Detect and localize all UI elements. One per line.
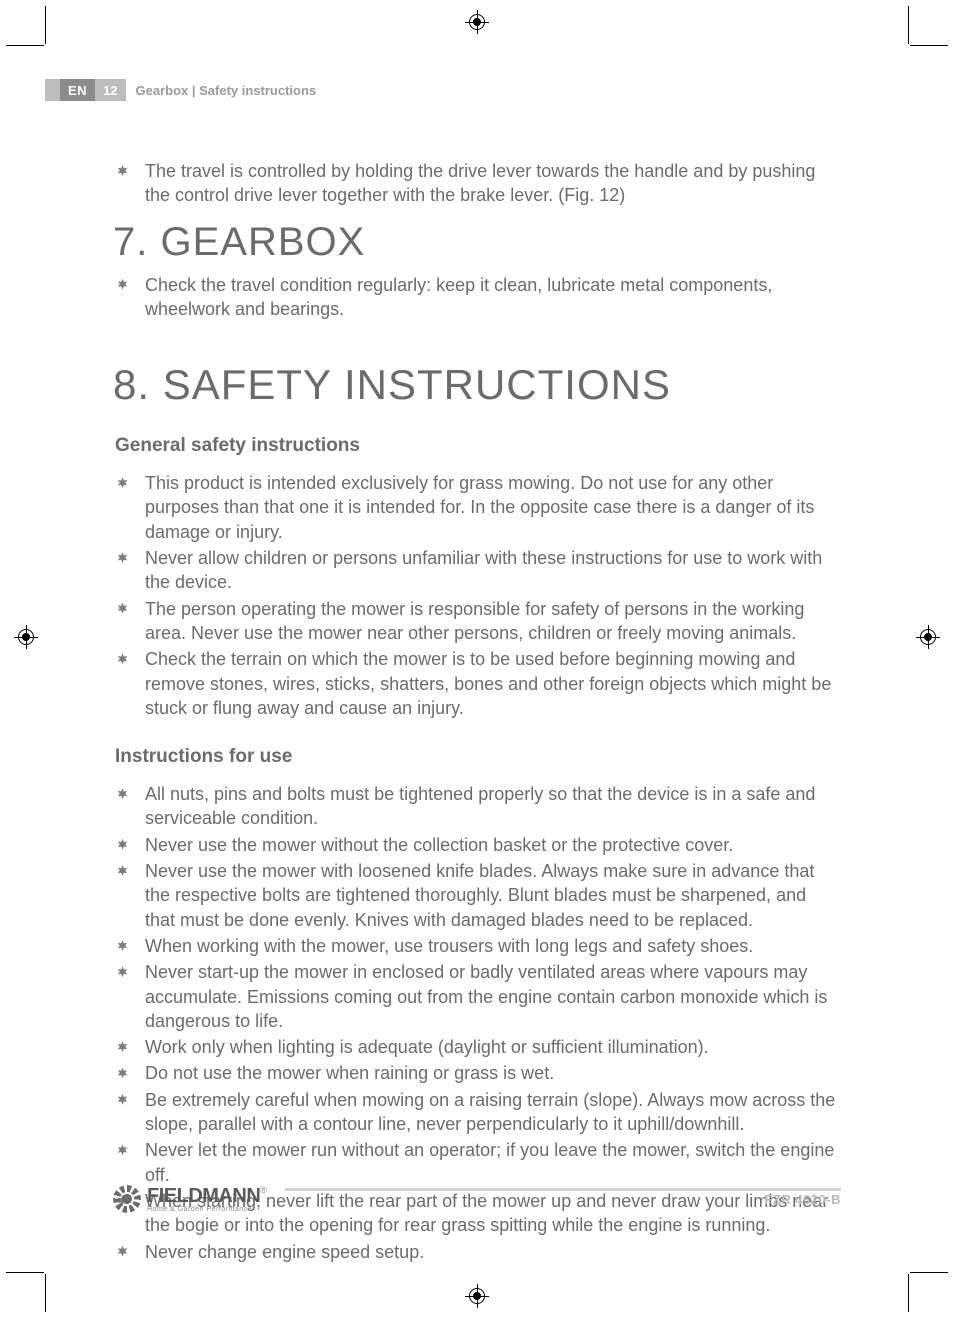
list-item: Never use the mower with loosened knife … bbox=[145, 859, 839, 932]
list-item: Never use the mower without the collecti… bbox=[145, 833, 839, 857]
section-heading: 7. GEARBOX bbox=[113, 220, 839, 265]
page-meta: EN 12 Gearbox | Safety instructions bbox=[45, 79, 839, 101]
list-item: Never change engine speed setup. bbox=[145, 1240, 839, 1264]
section-label: Gearbox | Safety instructions bbox=[126, 79, 327, 101]
brand-reg: ® bbox=[260, 1185, 267, 1195]
brand-logo: FIELDMANN® Home & Garden Performance bbox=[113, 1185, 267, 1213]
list-item: The travel is controlled by holding the … bbox=[145, 159, 839, 208]
list-item: All nuts, pins and bolts must be tighten… bbox=[145, 782, 839, 831]
registration-mark-right bbox=[916, 625, 940, 649]
model-number: FZR 4620-B bbox=[764, 1192, 841, 1207]
brand-tagline: Home & Garden Performance bbox=[147, 1206, 267, 1213]
brand-mark-icon bbox=[113, 1185, 141, 1213]
list-item: Never allow children or persons unfamili… bbox=[145, 546, 839, 595]
list-item: Be extremely careful when mowing on a ra… bbox=[145, 1088, 839, 1137]
list-item: Never let the mower run without an opera… bbox=[145, 1138, 839, 1187]
list-item: When working with the mower, use trouser… bbox=[145, 934, 839, 958]
page-container: EN 12 Gearbox | Safety instructions The … bbox=[45, 45, 909, 1273]
list-item: Do not use the mower when raining or gra… bbox=[145, 1061, 839, 1085]
list-item: This product is intended exclusively for… bbox=[145, 471, 839, 544]
list-item: Work only when lighting is adequate (day… bbox=[145, 1035, 839, 1059]
list-item: Check the travel condition regularly: ke… bbox=[145, 273, 839, 322]
list-item: Never start-up the mower in enclosed or … bbox=[145, 960, 839, 1033]
list-item: Check the terrain on which the mower is … bbox=[145, 647, 839, 720]
lang-badge: EN bbox=[60, 79, 95, 101]
page-content: The travel is controlled by holding the … bbox=[115, 101, 839, 1264]
registration-mark-top bbox=[465, 10, 489, 34]
list-item: The person operating the mower is respon… bbox=[145, 597, 839, 646]
registration-mark-bottom bbox=[465, 1284, 489, 1308]
page-number: 12 bbox=[95, 79, 125, 101]
subsection-heading: Instructions for use bbox=[115, 746, 839, 768]
section-heading: 8. SAFETY INSTRUCTIONS bbox=[113, 361, 839, 409]
brand-name: FIELDMANN bbox=[147, 1185, 260, 1207]
subsection-heading: General safety instructions bbox=[115, 435, 839, 457]
page-footer: FIELDMANN® Home & Garden Performance FZR… bbox=[113, 1185, 841, 1213]
registration-mark-left bbox=[14, 625, 38, 649]
